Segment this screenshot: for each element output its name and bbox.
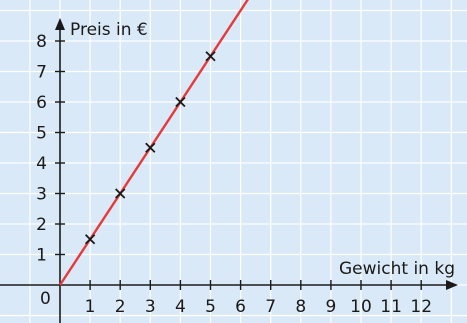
- data-point-marker: [145, 142, 156, 153]
- x-axis-arrow: [446, 280, 458, 290]
- y-axis-arrow: [55, 18, 65, 30]
- y-tick-label: 2: [36, 215, 47, 235]
- x-tick-label: 5: [205, 297, 216, 317]
- x-tick-label: 12: [410, 297, 432, 317]
- x-tick-label: 8: [295, 297, 306, 317]
- x-axis-label: Gewicht in kg: [339, 259, 455, 279]
- data-markers: [84, 51, 216, 245]
- data-point-marker: [205, 51, 216, 62]
- x-tick-label: 10: [350, 297, 372, 317]
- y-tick-label: 8: [36, 32, 47, 52]
- y-tick-label: 1: [36, 246, 47, 266]
- origin-label: 0: [40, 289, 51, 309]
- data-point-marker: [115, 188, 126, 199]
- y-tick-label: 4: [36, 154, 47, 174]
- x-tick-label: 7: [265, 297, 276, 317]
- x-tick-label: 1: [85, 297, 96, 317]
- x-tick-label: 6: [235, 297, 246, 317]
- y-tick-label: 7: [36, 63, 47, 83]
- x-tick-label: 2: [115, 297, 126, 317]
- x-tick-label: 11: [380, 297, 402, 317]
- y-axis-label: Preis in €: [70, 20, 148, 40]
- x-tick-label: 4: [175, 297, 186, 317]
- data-point-marker: [84, 234, 96, 245]
- data-point-marker: [175, 96, 186, 108]
- y-tick-label: 6: [36, 93, 47, 113]
- y-tick-label: 5: [36, 124, 47, 144]
- proportional-line: [58, 0, 249, 286]
- x-tick-label: 3: [145, 297, 156, 317]
- x-tick-label: 9: [325, 297, 336, 317]
- y-tick-label: 3: [36, 185, 47, 205]
